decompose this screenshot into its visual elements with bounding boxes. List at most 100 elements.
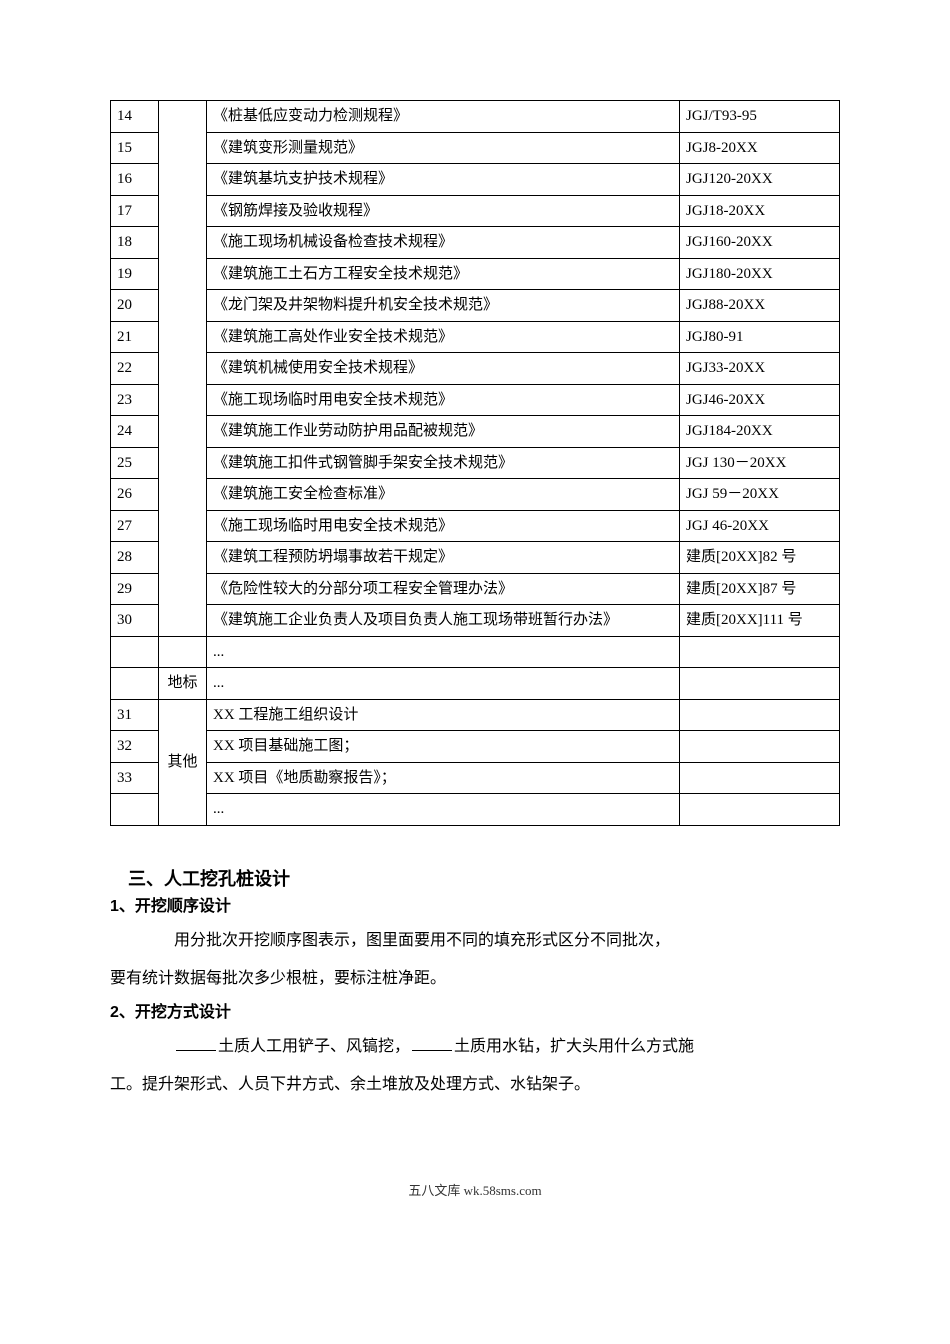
row-name-cell: 《龙门架及井架物料提升机安全技术规范》 xyxy=(207,290,680,322)
table-row: 24 《建筑施工作业劳动防护用品配被规范》JGJ184-20XX xyxy=(111,416,840,448)
row-number-cell: 31 xyxy=(111,699,159,731)
table-row: 29 《危险性较大的分部分项工程安全管理办法》建质[20XX]87 号 xyxy=(111,573,840,605)
row-name-cell: XX 项目《地质勘察报告》； xyxy=(207,762,680,794)
page-footer: 五八文库 wk.58sms.com xyxy=(110,1181,840,1201)
sub2-para-a-2: 土质用水钻，扩大头用什么方式施 xyxy=(454,1038,694,1055)
sub2-title: 、开挖方式设计 xyxy=(119,1004,231,1021)
row-code-cell: JGJ18-20XX xyxy=(680,195,840,227)
row-name-cell: ... xyxy=(207,668,680,700)
row-number-cell: 27 xyxy=(111,510,159,542)
row-number-cell: 22 xyxy=(111,353,159,385)
table-row: 21《建筑施工高处作业安全技术规范》JGJ80-91 xyxy=(111,321,840,353)
row-name-cell: ... xyxy=(207,636,680,668)
sub-heading-2: 2、开挖方式设计 xyxy=(110,1001,840,1025)
row-number-cell: 32 xyxy=(111,731,159,763)
row-number-cell: 24 xyxy=(111,416,159,448)
row-name-cell: 《建筑施工安全检查标准》 xyxy=(207,479,680,511)
table-row: 14《桩基低应变动力检测规程》JGJ/T93-95 xyxy=(111,101,840,133)
row-number-cell xyxy=(111,794,159,826)
row-code-cell xyxy=(680,668,840,700)
table-row: 20 《龙门架及井架物料提升机安全技术规范》JGJ88-20XX xyxy=(111,290,840,322)
table-row: 15 《建筑变形测量规范》JGJ8-20XX xyxy=(111,132,840,164)
table-row: ... xyxy=(111,636,840,668)
row-name-cell: 《建筑机械使用安全技术规程》 xyxy=(207,353,680,385)
row-code-cell: JGJ 130－20XX xyxy=(680,447,840,479)
row-name-cell: 《施工现场临时用电安全技术规范》 xyxy=(207,384,680,416)
row-number-cell: 17 xyxy=(111,195,159,227)
row-number-cell: 26 xyxy=(111,479,159,511)
table-row: 33 XX 项目《地质勘察报告》； xyxy=(111,762,840,794)
table-row: 30《建筑施工企业负责人及项目负责人施工现场带班暂行办法》建质[20XX]111… xyxy=(111,605,840,637)
row-code-cell: JGJ80-91 xyxy=(680,321,840,353)
row-code-cell: 建质[20XX]87 号 xyxy=(680,573,840,605)
row-name-cell: 《钢筋焊接及验收规程》 xyxy=(207,195,680,227)
row-number-cell: 15 xyxy=(111,132,159,164)
row-category-cell xyxy=(159,636,207,668)
row-number-cell: 14 xyxy=(111,101,159,133)
row-number-cell: 18 xyxy=(111,227,159,259)
row-code-cell: JGJ 59－20XX xyxy=(680,479,840,511)
table-row: 32 XX 项目基础施工图； xyxy=(111,731,840,763)
row-code-cell: JGJ 46-20XX xyxy=(680,510,840,542)
row-name-cell: 《建筑施工作业劳动防护用品配被规范》 xyxy=(207,416,680,448)
row-number-cell: 25 xyxy=(111,447,159,479)
row-code-cell: JGJ8-20XX xyxy=(680,132,840,164)
sub-heading-1: 1、开挖顺序设计 xyxy=(110,895,840,919)
row-name-cell: 《桩基低应变动力检测规程》 xyxy=(207,101,680,133)
row-code-cell: JGJ120-20XX xyxy=(680,164,840,196)
blank-fill-1 xyxy=(176,1050,216,1051)
row-number-cell: 33 xyxy=(111,762,159,794)
row-name-cell: 《施工现场机械设备检查技术规程》 xyxy=(207,227,680,259)
row-name-cell: XX 工程施工组织设计 xyxy=(207,699,680,731)
row-name-cell: 《建筑工程预防坍塌事故若干规定》 xyxy=(207,542,680,574)
table-row: 16《建筑基坑支护技术规程》JGJ120-20XX xyxy=(111,164,840,196)
row-code-cell: JGJ33-20XX xyxy=(680,353,840,385)
row-code-cell: JGJ180-20XX xyxy=(680,258,840,290)
row-category-cell: 地标 xyxy=(159,668,207,700)
table-row: 31其他XX 工程施工组织设计 xyxy=(111,699,840,731)
sub2-para-a: 土质人工用铲子、风镐挖， 土质用水钻，扩大头用什么方式施 xyxy=(110,1031,840,1063)
table-row: 27 《施工现场临时用电安全技术规范》JGJ 46-20XX xyxy=(111,510,840,542)
row-name-cell: 《建筑基坑支护技术规程》 xyxy=(207,164,680,196)
row-name-cell: XX 项目基础施工图； xyxy=(207,731,680,763)
row-number-cell xyxy=(111,636,159,668)
sub2-num: 2 xyxy=(110,1004,119,1021)
row-number-cell: 20 xyxy=(111,290,159,322)
row-code-cell: JGJ160-20XX xyxy=(680,227,840,259)
row-category-cell xyxy=(159,101,207,637)
table-row: 23 《施工现场临时用电安全技术规范》JGJ46-20XX xyxy=(111,384,840,416)
row-code-cell xyxy=(680,794,840,826)
sub2-para-a-1: 土质人工用铲子、风镐挖， xyxy=(218,1038,410,1055)
table-row: 25 《建筑施工扣件式钢管脚手架安全技术规范》JGJ 130－20XX xyxy=(111,447,840,479)
row-code-cell xyxy=(680,731,840,763)
row-code-cell: JGJ184-20XX xyxy=(680,416,840,448)
row-code-cell: 建质[20XX]82 号 xyxy=(680,542,840,574)
table-row: 26 《建筑施工安全检查标准》JGJ 59－20XX xyxy=(111,479,840,511)
row-name-cell: 《危险性较大的分部分项工程安全管理办法》 xyxy=(207,573,680,605)
row-code-cell: JGJ46-20XX xyxy=(680,384,840,416)
table-row: 19《建筑施工土石方工程安全技术规范》JGJ180-20XX xyxy=(111,258,840,290)
sub1-para-a: 用分批次开挖顺序图表示，图里面要用不同的填充形式区分不同批次， xyxy=(110,925,840,957)
row-number-cell: 21 xyxy=(111,321,159,353)
row-code-cell: JGJ88-20XX xyxy=(680,290,840,322)
standards-table: 14《桩基低应变动力检测规程》JGJ/T93-9515《建筑变形测量规范》JGJ… xyxy=(110,100,840,826)
row-number-cell: 28 xyxy=(111,542,159,574)
sub1-num: 1 xyxy=(110,898,119,915)
table-row: 地标... xyxy=(111,668,840,700)
row-code-cell xyxy=(680,699,840,731)
table-row: 28 《建筑工程预防坍塌事故若干规定》建质[20XX]82 号 xyxy=(111,542,840,574)
table-row: 17 《钢筋焊接及验收规程》JGJ18-20XX xyxy=(111,195,840,227)
row-number-cell xyxy=(111,668,159,700)
row-name-cell: 《施工现场临时用电安全技术规范》 xyxy=(207,510,680,542)
table-row: 18 《施工现场机械设备检查技术规程》JGJ160-20XX xyxy=(111,227,840,259)
sub1-para-b: 要有统计数据每批次多少根桩，要标注桩净距。 xyxy=(110,963,840,995)
row-category-cell: 其他 xyxy=(159,699,207,825)
blank-fill-2 xyxy=(412,1050,452,1051)
row-name-cell: 《建筑变形测量规范》 xyxy=(207,132,680,164)
table-row: ... xyxy=(111,794,840,826)
row-number-cell: 19 xyxy=(111,258,159,290)
row-number-cell: 30 xyxy=(111,605,159,637)
row-name-cell: 《建筑施工扣件式钢管脚手架安全技术规范》 xyxy=(207,447,680,479)
row-number-cell: 29 xyxy=(111,573,159,605)
row-number-cell: 23 xyxy=(111,384,159,416)
